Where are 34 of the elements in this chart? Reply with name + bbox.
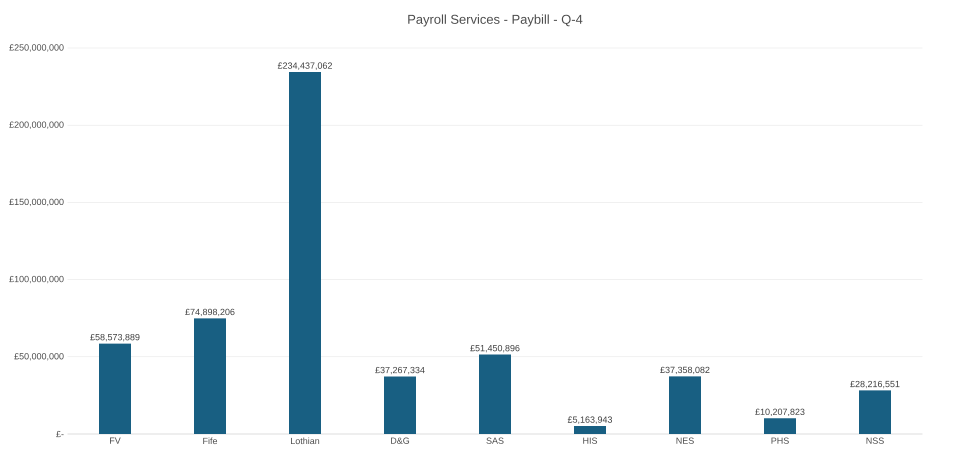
- bar: [764, 418, 796, 434]
- y-tick-label: £100,000,000: [9, 276, 64, 284]
- data-label: £74,898,206: [185, 308, 235, 316]
- x-tick-label: FV: [110, 438, 121, 444]
- bar: [479, 354, 511, 434]
- data-label: £5,163,943: [568, 416, 612, 424]
- x-tick-label: NSS: [866, 438, 884, 444]
- data-label: £10,207,823: [755, 408, 805, 416]
- bar: [384, 376, 416, 434]
- data-label: £234,437,062: [278, 62, 332, 70]
- x-tick-label: Fife: [203, 438, 218, 444]
- data-label: £51,450,896: [470, 344, 520, 352]
- y-tick-label: £50,000,000: [14, 353, 64, 360]
- data-label: £28,216,551: [850, 380, 900, 388]
- data-label: £58,573,889: [90, 334, 140, 342]
- chart-title: Payroll Services - Paybill - Q-4: [408, 14, 582, 26]
- x-tick-label: Lothian: [291, 438, 320, 444]
- y-tick-label: £150,000,000: [9, 198, 64, 206]
- x-tick-label: HIS: [583, 438, 598, 444]
- x-tick-label: D&G: [391, 438, 410, 444]
- bar: [194, 318, 226, 434]
- y-tick-label: £200,000,000: [9, 121, 64, 129]
- data-label: £37,267,334: [375, 366, 425, 374]
- y-tick-label: £-: [56, 430, 64, 438]
- bar: [669, 376, 701, 434]
- bar: [99, 344, 131, 434]
- y-tick-label: £250,000,000: [9, 44, 64, 52]
- bar: [574, 426, 606, 434]
- x-tick-label: SAS: [486, 438, 504, 444]
- x-tick-label: NES: [676, 438, 694, 444]
- bar: [859, 390, 891, 434]
- data-label: £37,358,082: [660, 366, 710, 374]
- bar: [289, 72, 321, 434]
- x-tick-label: PHS: [772, 438, 789, 444]
